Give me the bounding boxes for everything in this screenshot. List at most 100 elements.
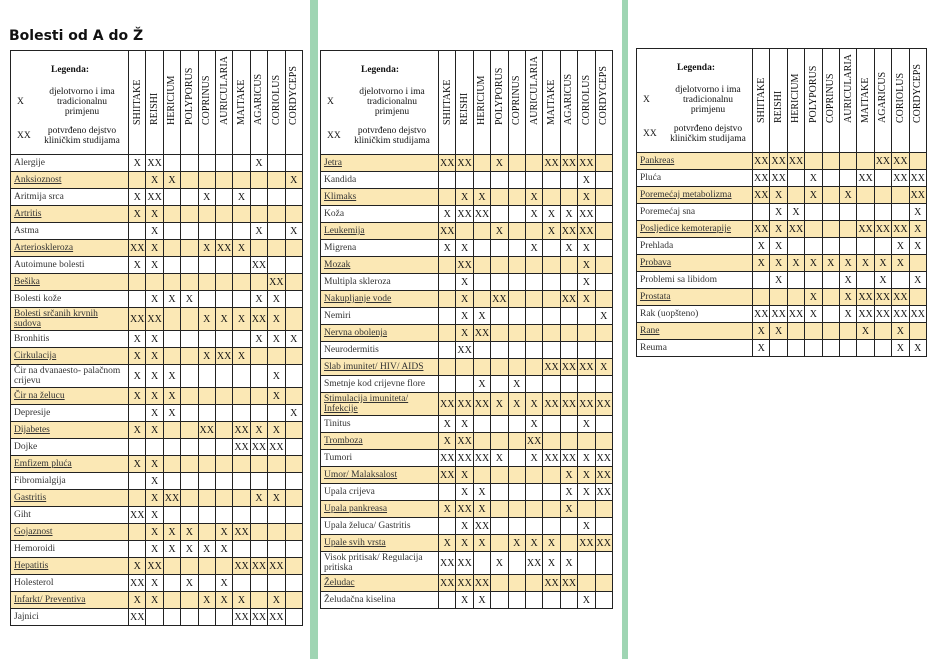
cell: X: [804, 288, 823, 306]
cell-mark: XX: [269, 276, 284, 288]
disease-cell: Anksioznost: [10, 171, 129, 189]
cell: [249, 239, 269, 257]
cell: X: [472, 591, 492, 609]
cell-mark: X: [757, 257, 765, 269]
cell-mark: X: [460, 191, 469, 203]
cell: [490, 324, 509, 342]
cell: XX: [232, 608, 251, 626]
row: Prostata X X XX XX XX: [636, 288, 927, 306]
cell-mark: X: [443, 435, 451, 447]
cell: [162, 239, 182, 257]
cell: X: [455, 188, 474, 206]
cell-mark: XX: [234, 611, 249, 623]
cell: [542, 188, 561, 206]
cell: [507, 273, 526, 291]
cell-mark: X: [150, 259, 159, 271]
row: Visok pritisak/ Regulacija pritiska XX XX X…: [320, 551, 613, 575]
cell: [524, 324, 544, 342]
disease-cell: Nakupljanje vode: [320, 290, 439, 308]
cell: [267, 523, 286, 541]
cell: [180, 330, 199, 348]
row: Gastritis X XX X X: [10, 489, 303, 507]
disease-cell: Neurodermitis: [320, 341, 439, 359]
cell: [127, 523, 147, 541]
column-name: AURICULARIA: [218, 56, 230, 125]
cell-mark: XX: [579, 157, 594, 169]
disease-name: Jajnici: [14, 612, 39, 622]
row: Kandida X: [320, 171, 613, 189]
cell: [455, 171, 474, 189]
disease-cell: Giht: [10, 506, 129, 524]
cell: XX: [232, 438, 251, 456]
cell: [856, 339, 875, 357]
cell: [542, 341, 561, 359]
cell: [891, 186, 910, 204]
disease-name: Pluća: [640, 173, 662, 183]
cell: X: [455, 466, 474, 484]
cell: [577, 307, 596, 325]
cell: X: [577, 188, 596, 206]
cell-mark: X: [443, 503, 451, 515]
column-name: AGARICUS: [877, 71, 889, 123]
row: Bešika XX: [10, 273, 303, 291]
cell-mark: X: [168, 543, 176, 555]
cell-mark: X: [133, 390, 141, 402]
cell: [542, 466, 561, 484]
cell: [127, 472, 147, 490]
cell: [507, 222, 526, 240]
cell: [594, 188, 613, 206]
cell-mark: X: [133, 560, 141, 572]
cell: [524, 500, 544, 518]
cell-mark: X: [896, 325, 904, 337]
cell: [197, 523, 216, 541]
cell: XX: [891, 288, 910, 306]
column-header: COPRINUS: [821, 48, 840, 153]
disease-name: Dijabetes: [14, 425, 50, 435]
column-header: POLYPORUS: [804, 48, 823, 153]
cell: X: [197, 591, 216, 609]
cell: X: [559, 483, 579, 501]
row: Klimaks X X X X: [320, 188, 613, 206]
cell: [162, 222, 182, 240]
cell: [197, 273, 216, 291]
cell: X: [127, 364, 147, 388]
column-name: HERICIUM: [166, 75, 178, 125]
cell-mark: X: [478, 378, 486, 390]
cell: [524, 307, 544, 325]
cell: [804, 220, 823, 238]
legend-symbol: X: [643, 95, 650, 105]
cell: [472, 358, 492, 376]
cell: [507, 551, 526, 575]
cell-mark: X: [844, 274, 852, 286]
column-header: CORIOLUS: [891, 48, 910, 153]
cell: X: [769, 203, 788, 221]
cell-mark: X: [290, 174, 298, 186]
cell: [490, 307, 509, 325]
row: Umor/ Malaksalost XX X X X XX: [320, 466, 613, 484]
cell: [524, 256, 544, 274]
cell: X: [873, 254, 893, 272]
disease-cell: Cirkulacija: [10, 347, 129, 365]
cell-mark: X: [460, 293, 469, 305]
cell-mark: XX: [771, 155, 786, 167]
cell: [542, 591, 561, 609]
cell: [472, 432, 492, 450]
cell: XX: [559, 358, 579, 376]
cell: [507, 415, 526, 433]
cell: XX: [472, 449, 492, 467]
row: Tromboza X XX XX: [320, 432, 613, 450]
cell: [838, 237, 858, 255]
cell: [162, 557, 182, 575]
cell: [821, 203, 840, 221]
disease-name: Upale svih vrsta: [324, 538, 386, 548]
cell: [856, 186, 875, 204]
cell-mark: X: [255, 225, 263, 237]
cell: [908, 254, 927, 272]
cell: [873, 322, 893, 340]
cell: X: [145, 523, 164, 541]
row: Upala pankreasa X XX X X: [320, 500, 613, 518]
cell: XX: [127, 506, 147, 524]
cell-mark: XX: [457, 503, 472, 515]
